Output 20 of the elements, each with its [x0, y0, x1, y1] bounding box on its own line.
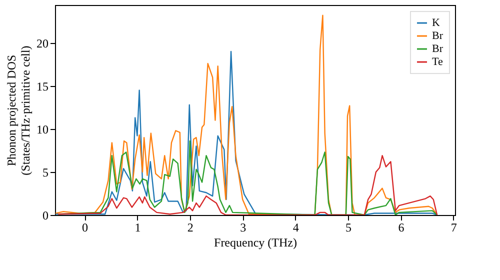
x-tick-label: 5 [346, 220, 352, 234]
y-axis-title: Phonon projected DOS (States/THz·primitive cell) [4, 46, 32, 176]
legend-label: Br [432, 30, 444, 42]
x-tick-label: 6 [398, 220, 404, 234]
x-tick-label: 2 [187, 220, 194, 234]
legend-label: K [432, 17, 440, 29]
legend-label: Br [432, 43, 444, 55]
x-tick-label: 3 [240, 220, 246, 234]
x-tick-label: 4 [292, 220, 299, 234]
legend-label: Te [432, 56, 443, 68]
x-axis-title: Frequency (THz) [214, 236, 297, 250]
y-tick-label: 15 [36, 79, 48, 94]
x-tick-label: 7 [450, 220, 457, 234]
y-tick-label: 20 [36, 36, 48, 50]
y-tick-label: 0 [42, 208, 48, 222]
line-series [58, 155, 438, 215]
y-tick-label: 5 [42, 165, 48, 180]
y-tick-label: 10 [36, 122, 48, 136]
x-tick-label: 0 [82, 220, 88, 234]
x-tick-label: 1 [134, 220, 141, 234]
